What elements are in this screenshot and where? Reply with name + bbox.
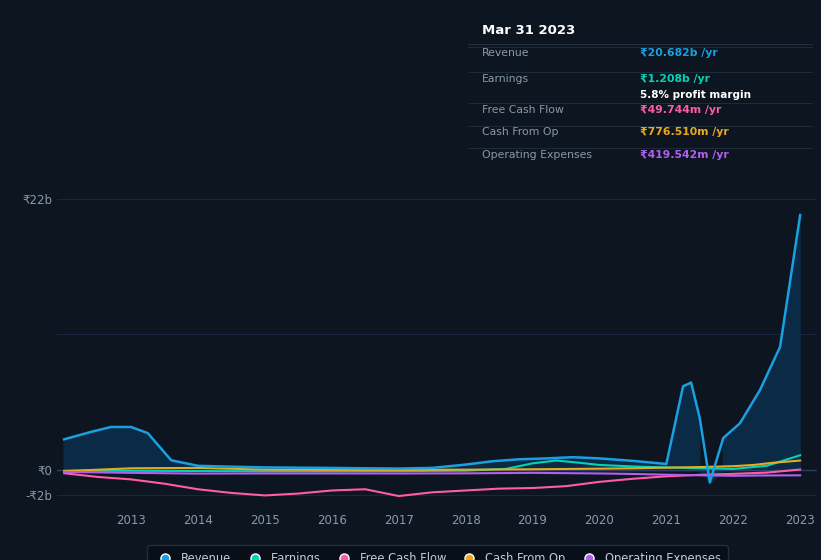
Text: ₹1.208b /yr: ₹1.208b /yr xyxy=(640,73,710,83)
Text: Earnings: Earnings xyxy=(482,73,529,83)
Text: Free Cash Flow: Free Cash Flow xyxy=(482,105,564,115)
Text: Cash From Op: Cash From Op xyxy=(482,127,558,137)
Text: Operating Expenses: Operating Expenses xyxy=(482,150,592,160)
Text: ₹49.744m /yr: ₹49.744m /yr xyxy=(640,105,722,115)
Legend: Revenue, Earnings, Free Cash Flow, Cash From Op, Operating Expenses: Revenue, Earnings, Free Cash Flow, Cash … xyxy=(147,545,727,560)
Text: ₹776.510m /yr: ₹776.510m /yr xyxy=(640,127,729,137)
Text: ₹419.542m /yr: ₹419.542m /yr xyxy=(640,150,729,160)
Text: Revenue: Revenue xyxy=(482,48,530,58)
Text: ₹20.682b /yr: ₹20.682b /yr xyxy=(640,48,718,58)
Text: 5.8% profit margin: 5.8% profit margin xyxy=(640,91,751,100)
Text: Mar 31 2023: Mar 31 2023 xyxy=(482,24,575,37)
